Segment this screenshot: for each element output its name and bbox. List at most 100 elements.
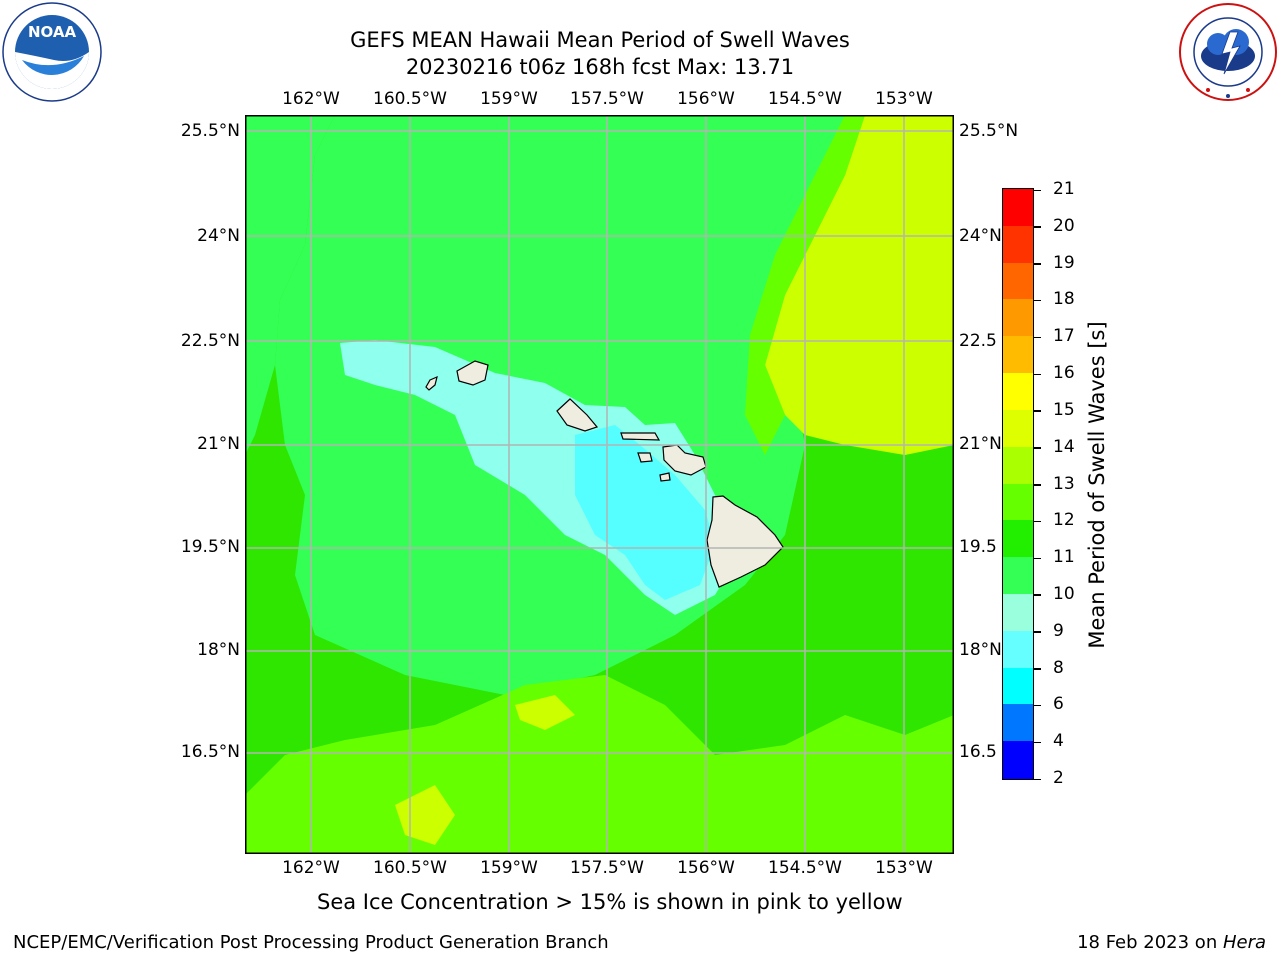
colorbar-label: Mean Period of Swell Waves [s]	[1085, 321, 1109, 649]
chart-title-line-2: 20230216 t06z 168h fcst Max: 13.71	[405, 55, 795, 79]
colorbar-tick-mark	[1034, 594, 1041, 596]
colorbar-tick-label: 21	[1053, 179, 1075, 199]
colorbar-segment	[1003, 373, 1033, 411]
colorbar-tick-mark	[1034, 373, 1041, 376]
colorbar-segment	[1003, 630, 1033, 669]
colorbar-segment	[1003, 446, 1033, 484]
colorbar-tick-mark	[1034, 226, 1041, 228]
lon-label-top: 160.5°W	[373, 89, 447, 109]
lat-label-left: 22.5°N	[180, 331, 240, 351]
lon-label-top: 159°W	[480, 89, 538, 109]
colorbar-segment	[1003, 593, 1033, 632]
lon-label-top: 153°W	[875, 89, 933, 109]
swell-region-13-14s	[515, 695, 575, 730]
colorbar-segments	[1003, 189, 1033, 779]
colorbar-segment	[1003, 483, 1033, 521]
lon-label-top: 162°W	[282, 89, 340, 109]
colorbar-tick-mark	[1034, 741, 1041, 744]
colorbar-segment	[1003, 336, 1033, 374]
colorbar	[1002, 188, 1034, 780]
colorbar-segment	[1003, 189, 1033, 227]
footer-credit: NCEP/EMC/Verification Post Processing Pr…	[13, 932, 609, 953]
colorbar-segment	[1003, 409, 1033, 448]
map-frame	[245, 115, 954, 854]
footer-date-text: 18 Feb 2023 on	[1077, 932, 1223, 953]
colorbar-tick-label: 12	[1053, 510, 1075, 531]
lon-label-bottom: 153°W	[875, 858, 933, 878]
colorbar-tick-mark	[1034, 520, 1041, 523]
colorbar-segment	[1003, 262, 1033, 300]
colorbar-tick-label: 2	[1053, 768, 1064, 788]
colorbar-tick-mark	[1034, 557, 1041, 560]
colorbar-tick-mark	[1034, 704, 1041, 707]
colorbar-segment	[1003, 704, 1033, 742]
island-hawaii	[706, 495, 784, 588]
sea-ice-note: Sea Ice Concentration > 15% is shown in …	[317, 890, 903, 914]
island-molokai	[620, 432, 661, 441]
colorbar-tick-mark	[1034, 263, 1041, 265]
colorbar-tick-label: 18	[1053, 289, 1075, 310]
lon-label-bottom: 154.5°W	[768, 858, 842, 878]
swell-region-12-13s	[765, 115, 954, 455]
lon-label-bottom: 160.5°W	[373, 858, 447, 878]
colorbar-segment	[1003, 299, 1033, 337]
lat-label-right: 21°N	[959, 434, 1002, 454]
lat-label-right: 16.5	[959, 742, 997, 762]
colorbar-tick-label: 6	[1053, 694, 1064, 715]
map-panel	[245, 115, 954, 854]
lat-label-left: 21°N	[197, 434, 240, 454]
colorbar-segment	[1003, 667, 1033, 705]
nws-logo	[1178, 2, 1278, 102]
lon-label-bottom: 156°W	[677, 858, 735, 878]
colorbar-segment	[1003, 741, 1033, 779]
footer-host: Hera	[1222, 932, 1266, 953]
colorbar-tick-label: 8	[1053, 657, 1064, 678]
colorbar-tick-mark	[1034, 189, 1041, 191]
chart-title-line-1: GEFS MEAN Hawaii Mean Period of Swell Wa…	[350, 28, 850, 52]
lat-label-right: 18°N	[959, 640, 1002, 660]
lon-label-bottom: 159°W	[480, 858, 538, 878]
lat-label-left: 18°N	[197, 640, 240, 660]
island-niihau	[425, 375, 438, 391]
lat-label-left: 24°N	[197, 226, 240, 246]
colorbar-segment	[1003, 557, 1033, 595]
colorbar-tick-mark	[1034, 447, 1041, 449]
colorbar-tick-mark	[1034, 484, 1041, 486]
lat-label-right: 25.5°N	[959, 121, 1019, 141]
footer-date: 18 Feb 2023 on Hera	[1077, 932, 1266, 953]
colorbar-tick-label: 4	[1053, 731, 1064, 752]
lon-label-bottom: 162°W	[282, 858, 340, 878]
colorbar-tick-mark	[1034, 631, 1041, 633]
colorbar-tick-label: 13	[1053, 473, 1075, 494]
noaa-logo: NOAA	[2, 2, 102, 102]
colorbar-tick-label: 11	[1053, 547, 1075, 568]
colorbar-tick-label: 17	[1053, 326, 1075, 347]
colorbar-tick-label: 19	[1053, 252, 1075, 273]
swell-region-11-12s	[745, 115, 865, 455]
noaa-logo-text: NOAA	[28, 23, 77, 41]
lat-label-left: 25.5°N	[180, 121, 240, 141]
colorbar-segment	[1003, 520, 1033, 558]
colorbar-tick-label: 14	[1053, 436, 1075, 457]
colorbar-tick-label: 16	[1053, 363, 1075, 384]
lat-label-right: 24°N	[959, 226, 1002, 246]
colorbar-tick-mark	[1034, 778, 1041, 780]
lat-label-right: 19.5	[959, 537, 997, 557]
graticule	[245, 115, 954, 854]
lat-label-left: 19.5°N	[180, 537, 240, 557]
colorbar-tick-mark	[1034, 299, 1041, 302]
colorbar-tick-mark	[1034, 410, 1041, 412]
lon-label-top: 157.5°W	[570, 89, 644, 109]
colorbar-tick-mark	[1034, 668, 1041, 670]
colorbar-tick-label: 15	[1053, 399, 1075, 420]
swell-region-10-11s	[245, 115, 335, 455]
lon-label-top: 156°W	[677, 89, 735, 109]
colorbar-tick-mark	[1034, 336, 1041, 339]
island-kahoolawe	[659, 472, 671, 482]
island-oahu	[556, 398, 599, 432]
colorbar-tick-label: 9	[1053, 620, 1064, 641]
lon-label-top: 154.5°W	[768, 89, 842, 109]
colorbar-segment	[1003, 225, 1033, 264]
lon-label-bottom: 157.5°W	[570, 858, 644, 878]
island-kauai	[456, 360, 489, 386]
